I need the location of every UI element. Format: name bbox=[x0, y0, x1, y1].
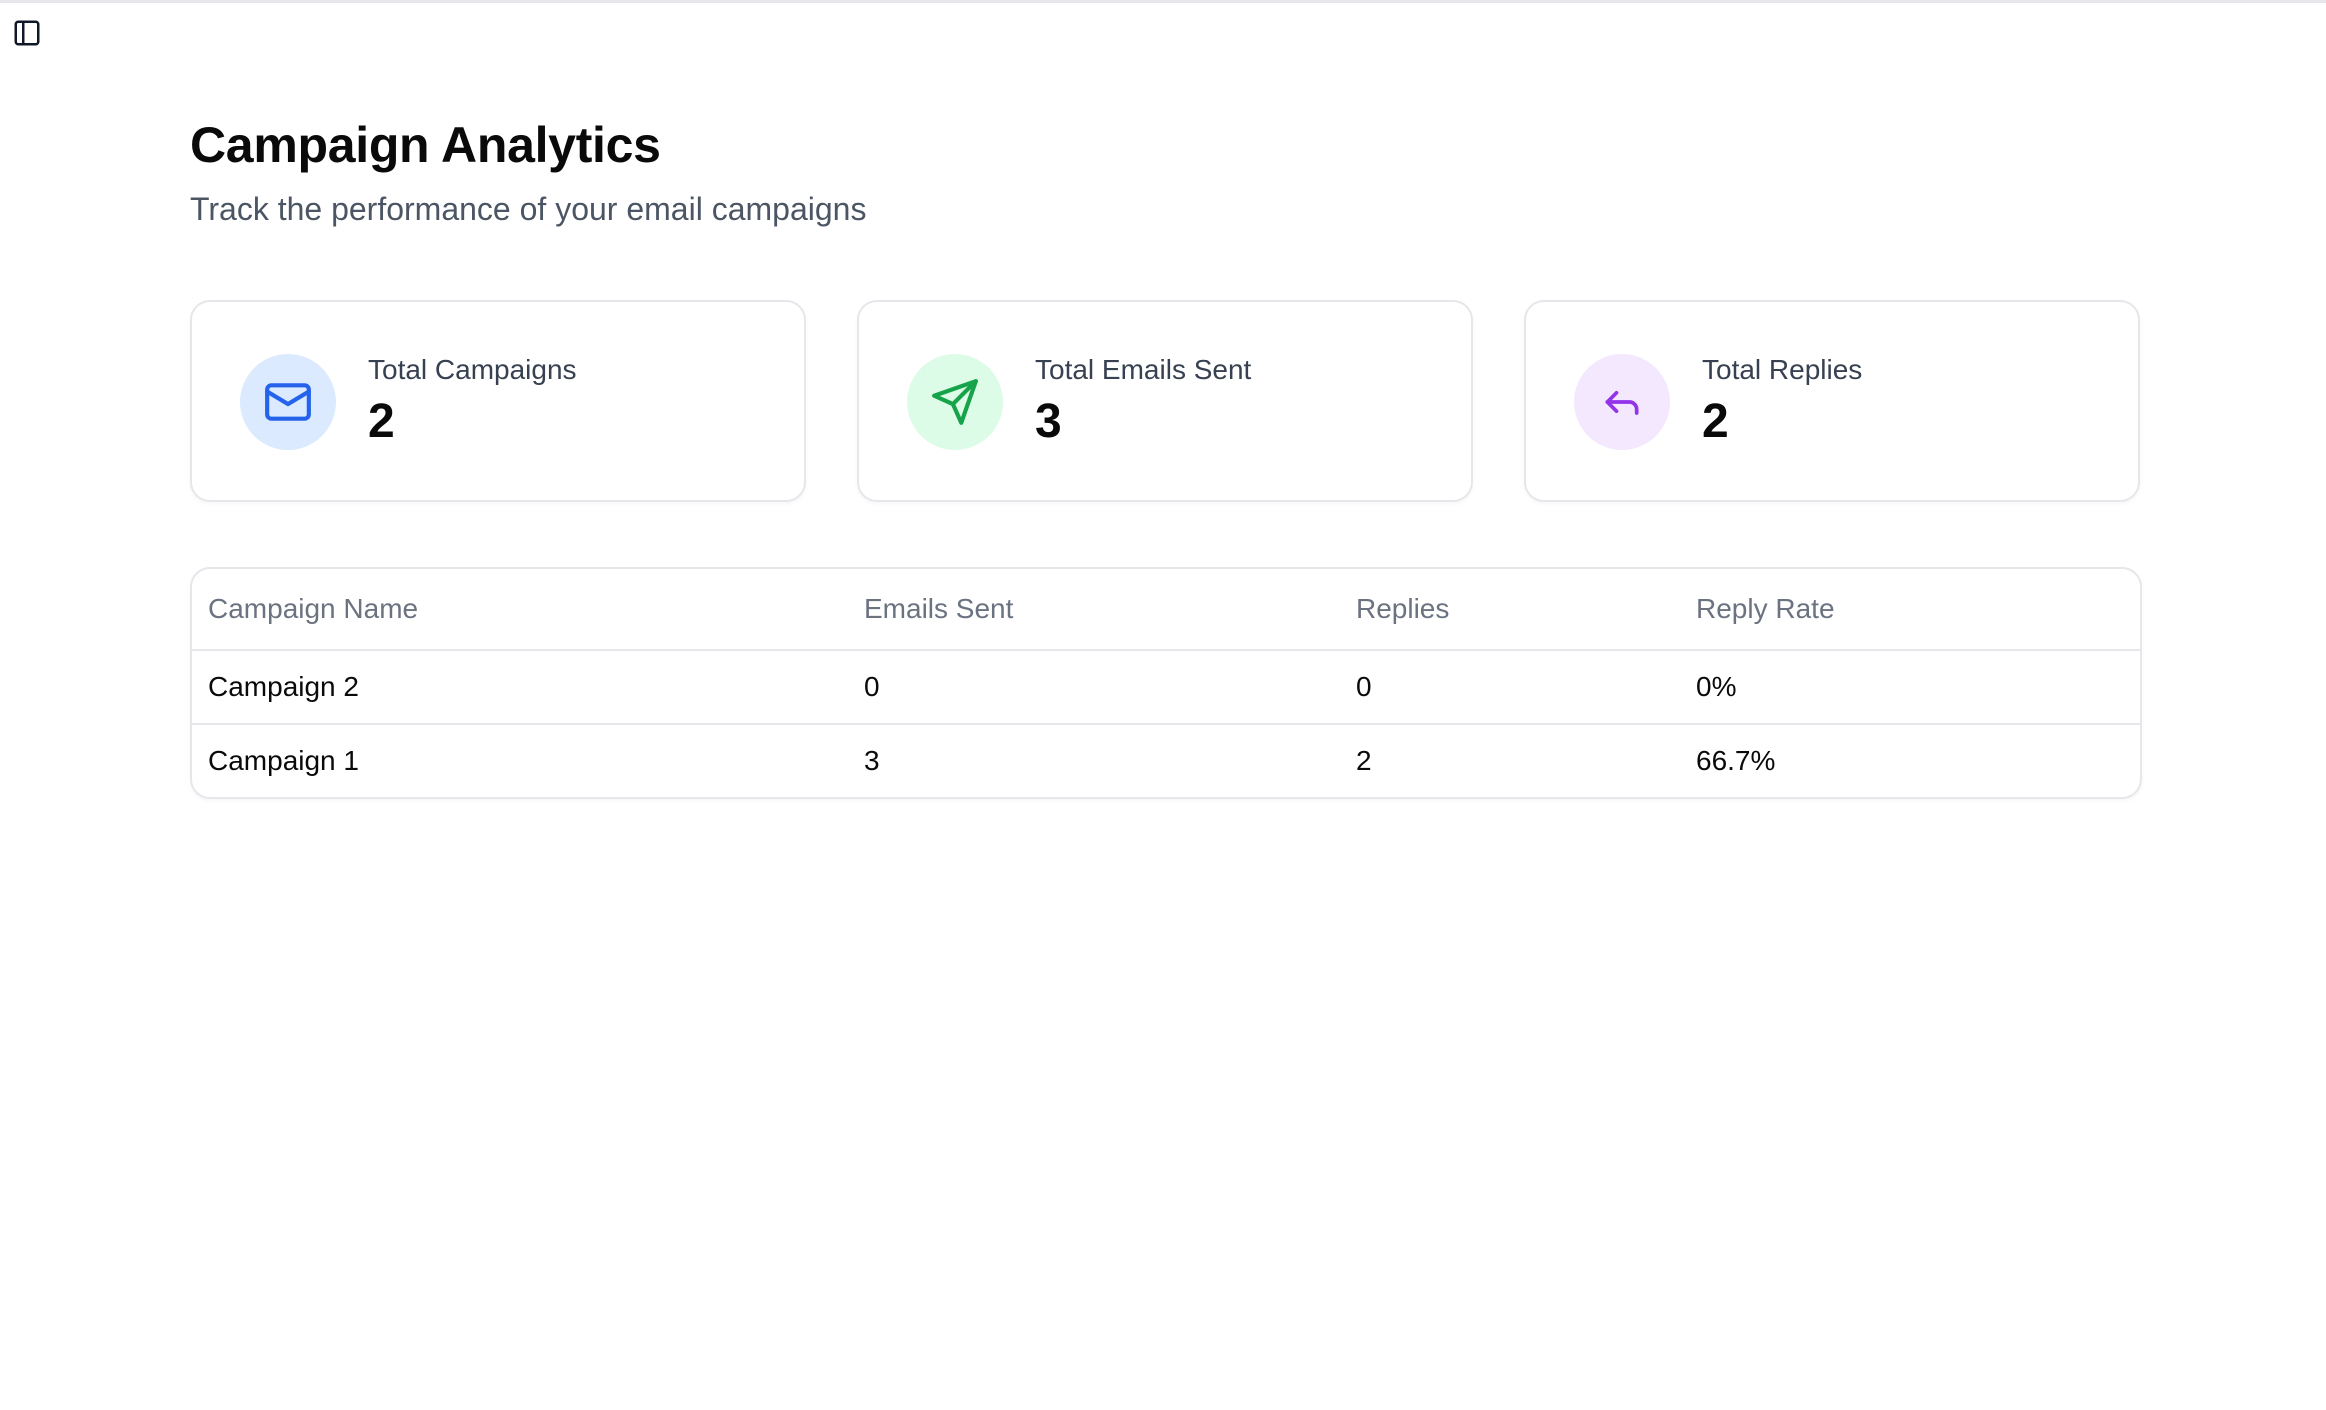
stat-icon-wrapper bbox=[1574, 354, 1670, 450]
campaigns-table-card: Campaign Name Emails Sent Replies Reply … bbox=[190, 567, 2142, 799]
stat-icon-wrapper bbox=[240, 354, 336, 450]
column-header-campaign-name: Campaign Name bbox=[192, 569, 848, 651]
stat-value: 3 bbox=[1035, 395, 1062, 448]
column-header-emails-sent: Emails Sent bbox=[848, 569, 1340, 651]
cell-emails-sent: 0 bbox=[848, 650, 1340, 725]
top-border bbox=[0, 0, 2326, 3]
cell-campaign-name: Campaign 1 bbox=[208, 745, 359, 776]
table-header-row: Campaign Name Emails Sent Replies Reply … bbox=[192, 569, 2140, 651]
page-title: Campaign Analytics bbox=[190, 117, 661, 173]
panel-left-icon bbox=[14, 20, 40, 46]
column-header-replies: Replies bbox=[1340, 569, 1680, 651]
cell-replies: 2 bbox=[1356, 745, 1372, 776]
stat-label: Total Replies bbox=[1702, 354, 1863, 385]
cell-emails-sent: 3 bbox=[864, 745, 880, 776]
stat-label: Total Campaigns bbox=[368, 354, 577, 385]
sidebar-toggle-button[interactable] bbox=[10, 16, 44, 50]
stat-label: Total Emails Sent bbox=[1035, 354, 1252, 385]
stat-card-total-emails-sent: Total Emails Sent 3 bbox=[857, 300, 1473, 502]
reply-icon bbox=[1605, 391, 1639, 415]
cell-replies: 0 bbox=[1340, 650, 1680, 725]
cell-reply-rate: 0% bbox=[1680, 650, 2140, 725]
stat-card-total-campaigns: Total Campaigns 2 bbox=[190, 300, 806, 502]
table-row: Campaign 2 0 0 0% bbox=[192, 650, 2140, 725]
main-content: Campaign Analytics Track the performance… bbox=[190, 110, 2142, 799]
stat-icon-wrapper bbox=[907, 354, 1003, 450]
mail-icon bbox=[265, 383, 311, 421]
column-header-reply-rate: Reply Rate bbox=[1680, 569, 2140, 651]
stats-cards: Total Campaigns 2 Total Emails Sent 3 To… bbox=[190, 300, 2142, 504]
cell-campaign-name: Campaign 2 bbox=[192, 650, 848, 725]
stat-card-total-replies: Total Replies 2 bbox=[1524, 300, 2140, 502]
stat-value: 2 bbox=[368, 395, 395, 448]
page-subtitle: Track the performance of your email camp… bbox=[190, 191, 867, 227]
table-row: Campaign 1 3 2 66.7% bbox=[192, 724, 2140, 797]
send-icon bbox=[932, 379, 978, 425]
cell-reply-rate: 66.7% bbox=[1696, 745, 1776, 776]
campaigns-table: Campaign Name Emails Sent Replies Reply … bbox=[192, 569, 2140, 797]
stat-value: 2 bbox=[1702, 395, 1729, 448]
